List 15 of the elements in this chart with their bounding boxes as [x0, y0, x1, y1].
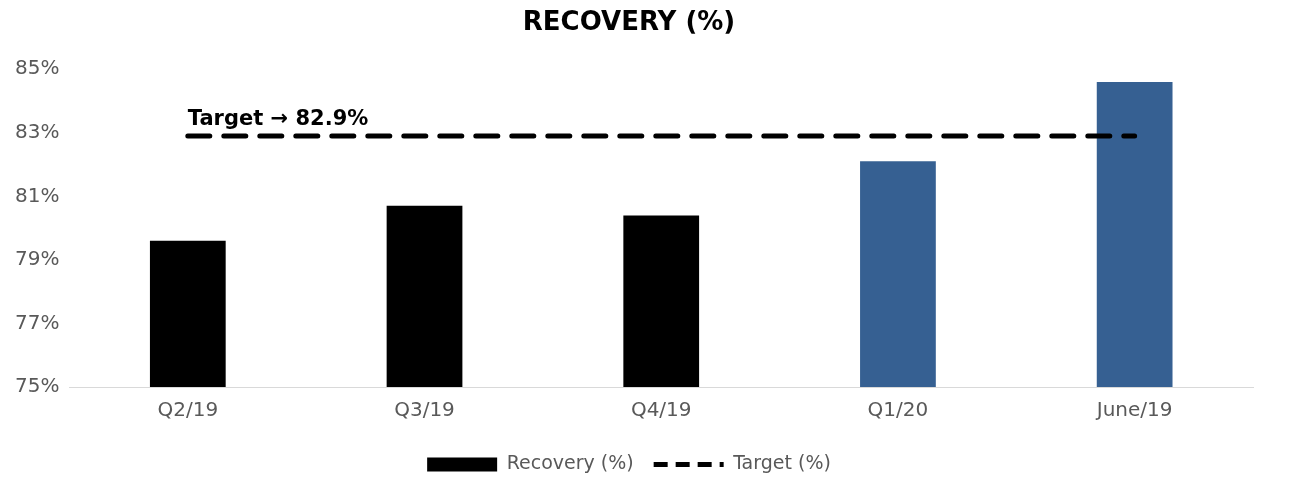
- x-tick-label: Q3/19: [394, 397, 455, 422]
- y-tick-label: 83%: [15, 118, 60, 143]
- legend-label: Target (%): [732, 451, 831, 474]
- annotation: Target → 82.9%: [187, 105, 369, 130]
- legend-label: Recovery (%): [506, 451, 634, 474]
- y-tick-label: 77%: [15, 309, 60, 334]
- x-tick-label: Q1/20: [867, 397, 929, 422]
- y-tick-label: 85%: [15, 55, 60, 80]
- x-tick-label: Q4/19: [630, 397, 692, 422]
- chart-title: RECOVERY (%): [522, 6, 736, 37]
- x-tick-label: Q2/19: [157, 397, 219, 422]
- y-tick-label: 75%: [15, 373, 60, 398]
- y-tick-label: 81%: [15, 182, 60, 207]
- x-tick-label: June/19: [1094, 397, 1173, 422]
- y-tick-label: 79%: [15, 246, 60, 271]
